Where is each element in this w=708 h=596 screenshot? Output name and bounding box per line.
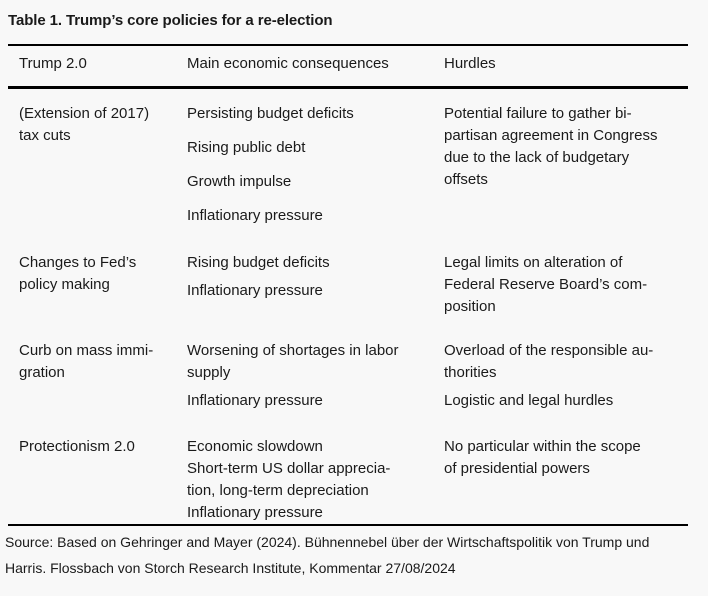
paragraph: Overload of the responsible au-thorities <box>444 340 678 384</box>
text-line: Worsening of shortages in labor <box>187 342 399 359</box>
paragraph: Persisting budget deficits <box>187 103 434 125</box>
text-line: Growth impulse <box>187 173 292 190</box>
source-line: Harris. Flossbach von Storch Research In… <box>5 560 456 576</box>
text-line: No particular within the scope <box>444 438 641 455</box>
cell-policy: Curb on mass immi-gration <box>19 340 187 412</box>
text-line: (Extension of 2017) <box>19 105 150 122</box>
text-line: gration <box>19 364 65 381</box>
paragraph: Short-term US dollar apprecia-tion, long… <box>187 458 434 502</box>
text-line: due to the lack of budgetary <box>444 149 630 166</box>
table-body: (Extension of 2017) tax cuts Persisting b… <box>8 89 688 526</box>
cell-consequences: Worsening of shortages in labor supply Inf… <box>187 340 444 412</box>
text-line: position <box>444 298 496 315</box>
paragraph: Rising public debt <box>187 137 434 159</box>
cell-policy: Changes to Fed’s policy making <box>19 252 187 318</box>
text-line: Logistic and legal hurdles <box>444 392 614 409</box>
cell-hurdles: Potential failure to gather bi-partisan … <box>444 103 688 227</box>
paragraph: Protectionism 2.0 <box>19 436 177 458</box>
paragraph: Potential failure to gather bi-partisan … <box>444 103 678 191</box>
cell-consequences: Rising budget deficits Inflationary press… <box>187 252 444 318</box>
text-line: of presidential powers <box>444 460 590 477</box>
text-line: Short-term US dollar apprecia- <box>187 460 391 477</box>
table-row: Changes to Fed’s policy making Rising bud… <box>8 252 688 340</box>
text-line: Changes to Fed’s <box>19 254 137 271</box>
paragraph: Logistic and legal hurdles <box>444 390 678 412</box>
source-note: Source: Based on Gehringer and Mayer (20… <box>5 529 708 581</box>
column-header-consequences: Main economic consequences <box>187 55 389 72</box>
cell-policy: (Extension of 2017) tax cuts <box>19 103 187 227</box>
table-row: (Extension of 2017) tax cuts Persisting b… <box>8 89 688 252</box>
policies-table: Trump 2.0 Main economic consequences Hur… <box>8 44 688 526</box>
cell-policy: Protectionism 2.0 <box>19 436 187 524</box>
table-row: Protectionism 2.0 Economic slowdown Short… <box>8 436 688 524</box>
paragraph: Growth impulse <box>187 171 434 193</box>
paragraph: (Extension of 2017) tax cuts <box>19 103 177 147</box>
paragraph: Inflationary pressure <box>187 280 434 302</box>
cell-hurdles: Legal limits on alteration of Federal Res… <box>444 252 688 318</box>
text-line: supply <box>187 364 231 381</box>
table-row: Curb on mass immi-gration Worsening of s… <box>8 340 688 436</box>
text-line: Inflationary pressure <box>187 207 323 224</box>
cell-hurdles: No particular within the scope of preside… <box>444 436 688 524</box>
text-line: Overload of the responsible au- <box>444 342 654 359</box>
paragraph: Inflationary pressure <box>187 390 434 412</box>
text-line: Protectionism 2.0 <box>19 438 135 455</box>
text-line: offsets <box>444 171 488 188</box>
paragraph: Inflationary pressure <box>187 205 434 227</box>
text-line: Curb on mass immi- <box>19 342 154 359</box>
text-line: Potential failure to gather bi- <box>444 105 632 122</box>
paragraph: Economic slowdown <box>187 436 434 458</box>
table-title: Table 1. Trump’s core policies for a re-… <box>8 12 333 29</box>
text-line: Rising budget deficits <box>187 254 330 271</box>
text-line: partisan agreement in Congress <box>444 127 658 144</box>
text-line: Economic slowdown <box>187 438 323 455</box>
cell-consequences: Persisting budget deficits Rising public … <box>187 103 444 227</box>
source-line: Source: Based on Gehringer and Mayer (20… <box>5 534 650 550</box>
text-line: tion, long-term depreciation <box>187 482 369 499</box>
paragraph: Inflationary pressure <box>187 502 434 524</box>
text-line: thorities <box>444 364 497 381</box>
paragraph: Curb on mass immi-gration <box>19 340 177 384</box>
text-line: tax cuts <box>19 127 71 144</box>
cell-hurdles: Overload of the responsible au-thorities… <box>444 340 688 412</box>
document-page: Table 1. Trump’s core policies for a re-… <box>0 10 708 596</box>
text-line: policy making <box>19 276 110 293</box>
column-header-hurdles: Hurdles <box>444 55 496 72</box>
text-line: Persisting budget deficits <box>187 105 354 122</box>
table-header-row: Trump 2.0 Main economic consequences Hur… <box>8 44 688 89</box>
column-header-policy: Trump 2.0 <box>19 55 87 72</box>
paragraph: Rising budget deficits <box>187 252 434 274</box>
text-line: Inflationary pressure <box>187 282 323 299</box>
text-line: Inflationary pressure <box>187 504 323 521</box>
paragraph: Legal limits on alteration of Federal Res… <box>444 252 678 318</box>
paragraph: Worsening of shortages in labor supply <box>187 340 434 384</box>
paragraph: Changes to Fed’s policy making <box>19 252 177 296</box>
paragraph: No particular within the scope of preside… <box>444 436 678 480</box>
text-line: Rising public debt <box>187 139 306 156</box>
cell-consequences: Economic slowdown Short-term US dollar ap… <box>187 436 444 524</box>
text-line: Federal Reserve Board’s com- <box>444 276 648 293</box>
text-line: Inflationary pressure <box>187 392 323 409</box>
text-line: Legal limits on alteration of <box>444 254 623 271</box>
